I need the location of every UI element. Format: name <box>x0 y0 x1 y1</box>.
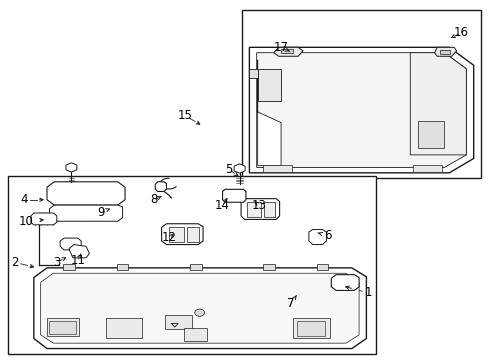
Bar <box>49 320 76 334</box>
Text: 2: 2 <box>12 256 19 269</box>
Polygon shape <box>256 53 466 167</box>
Text: 10: 10 <box>19 215 33 228</box>
Text: 1: 1 <box>365 287 372 300</box>
Bar <box>8 176 375 354</box>
Bar <box>293 318 329 338</box>
Text: 9: 9 <box>97 206 104 219</box>
Bar <box>316 264 328 270</box>
Polygon shape <box>249 69 257 78</box>
Polygon shape <box>34 268 366 348</box>
Bar <box>297 321 325 336</box>
Polygon shape <box>60 238 81 250</box>
Bar <box>439 50 449 54</box>
Polygon shape <box>41 273 358 343</box>
Polygon shape <box>69 244 89 258</box>
Text: 5: 5 <box>225 163 232 176</box>
Bar <box>263 264 274 270</box>
Polygon shape <box>330 275 358 291</box>
Bar <box>183 328 206 341</box>
Polygon shape <box>222 189 245 202</box>
Text: 11: 11 <box>70 254 85 267</box>
Polygon shape <box>155 182 166 192</box>
Bar <box>257 69 281 101</box>
Bar <box>263 165 292 172</box>
Bar <box>412 165 441 172</box>
Text: 7: 7 <box>286 297 294 310</box>
Polygon shape <box>249 47 473 173</box>
Bar <box>186 226 199 242</box>
Polygon shape <box>409 53 466 155</box>
Text: 12: 12 <box>162 231 177 244</box>
Bar <box>105 318 142 338</box>
Bar <box>168 226 183 242</box>
Polygon shape <box>257 60 281 166</box>
Text: 6: 6 <box>323 229 330 242</box>
Bar <box>246 202 260 217</box>
Polygon shape <box>241 199 279 220</box>
Text: 14: 14 <box>215 199 229 212</box>
Bar <box>47 318 79 336</box>
Polygon shape <box>273 47 303 56</box>
Polygon shape <box>31 213 57 225</box>
Polygon shape <box>434 47 456 56</box>
Polygon shape <box>161 224 203 244</box>
Bar <box>117 264 128 270</box>
Polygon shape <box>47 182 125 205</box>
Bar <box>264 202 274 217</box>
Text: 4: 4 <box>20 193 28 206</box>
Bar <box>164 315 191 329</box>
Text: 17: 17 <box>273 41 288 54</box>
Bar <box>242 10 480 178</box>
Text: 16: 16 <box>453 27 468 40</box>
Text: 3: 3 <box>53 256 61 269</box>
Polygon shape <box>49 205 122 221</box>
Bar <box>417 121 444 148</box>
Text: 8: 8 <box>150 193 158 206</box>
Polygon shape <box>308 229 326 244</box>
Circle shape <box>194 309 204 316</box>
Bar <box>189 264 201 270</box>
Bar <box>281 49 293 53</box>
Text: 13: 13 <box>251 199 266 212</box>
Bar <box>63 264 75 270</box>
Text: 15: 15 <box>177 109 192 122</box>
